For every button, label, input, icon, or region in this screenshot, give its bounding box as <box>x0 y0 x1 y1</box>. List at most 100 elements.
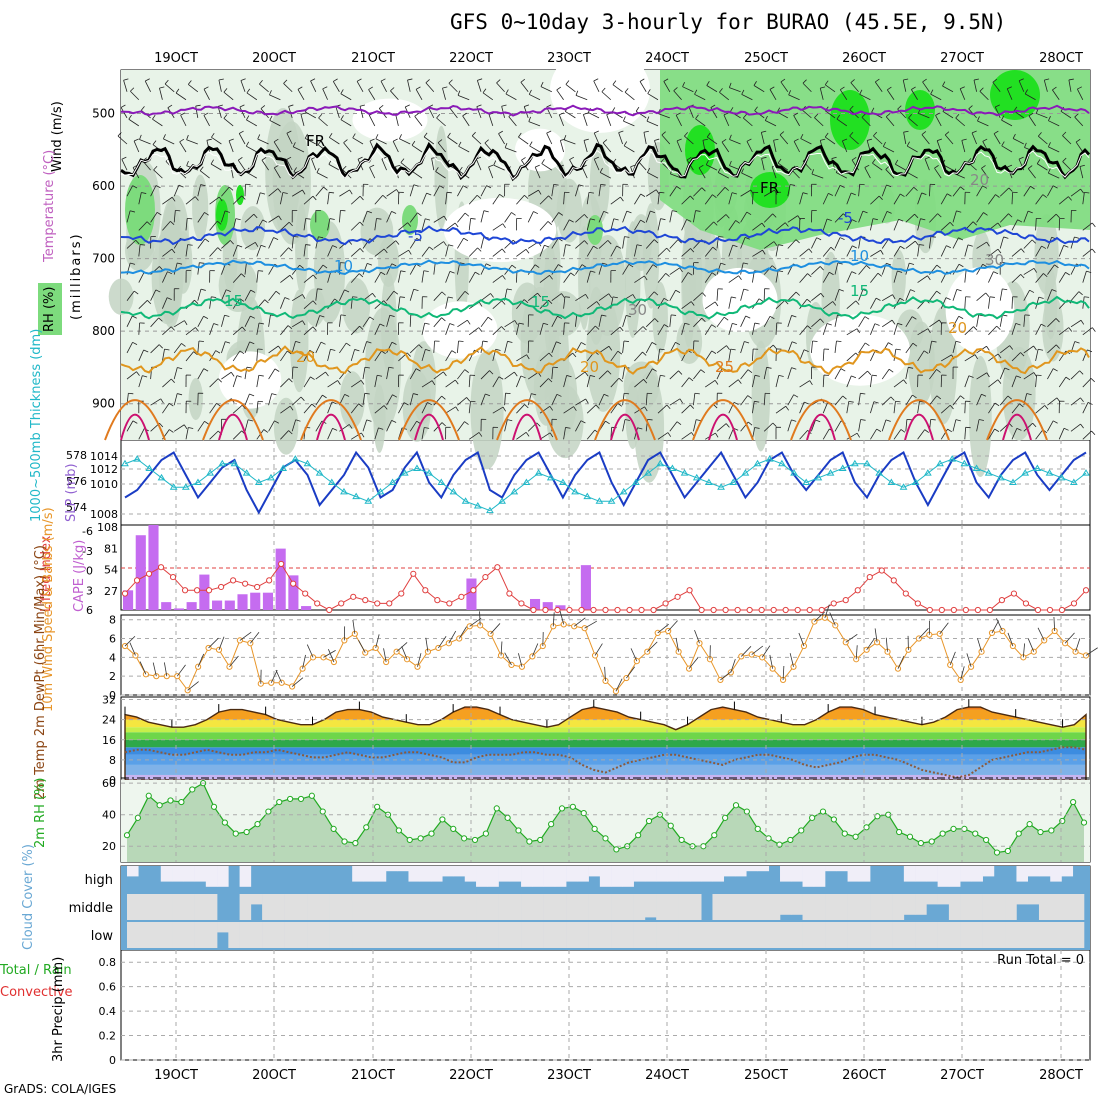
cloud-middle-gap <box>363 894 375 920</box>
lifted-index-marker <box>831 601 836 606</box>
wind10m-barb <box>459 627 466 639</box>
cloud-middle-gap <box>949 894 961 920</box>
wind10m-marker <box>519 664 524 669</box>
wind-barb-flag <box>258 271 263 272</box>
cloud-middle-gap <box>499 894 511 920</box>
cloud-low-gap <box>454 922 466 948</box>
precip-tick-label: 0 <box>109 1054 116 1067</box>
cape-tick-label: 27 <box>104 585 118 598</box>
cloud-high-gap <box>814 866 826 887</box>
cloud-high-gap <box>532 866 544 887</box>
wind10m-tick-label: 8 <box>109 614 116 627</box>
rh-bright-blob <box>830 90 870 150</box>
wind10m-barb <box>574 618 585 626</box>
pressure-tick-label: 700 <box>92 252 115 266</box>
cloud-middle-gap <box>251 894 263 904</box>
cloud-low-gap <box>1050 922 1062 948</box>
cloud-middle-gap <box>521 894 533 920</box>
cloud-low-gap <box>949 922 961 948</box>
cloud-low-gap <box>1061 922 1073 948</box>
rh2m-marker <box>179 799 184 804</box>
cloud-low-gap <box>262 922 274 948</box>
cloud-high-gap <box>803 866 815 887</box>
cloud-high-gap <box>960 866 972 882</box>
top-x-label: 26OCT <box>842 51 886 66</box>
cloud-middle-gap <box>971 894 983 920</box>
page-title: GFS 0~10day 3-hourly for BURAO (45.5E, 9… <box>450 10 1006 34</box>
wind10m-barb <box>292 678 303 687</box>
wind-barb-flag <box>352 297 357 298</box>
cape-bar <box>225 601 235 610</box>
lifted-index-marker <box>951 607 956 612</box>
cloud-low-gap <box>138 922 150 948</box>
thickness-marker <box>852 461 858 466</box>
lifted-index-marker <box>1035 607 1040 612</box>
cloud-middle-gap <box>183 894 195 920</box>
lifted-index-marker <box>663 601 668 606</box>
temp2m-tick-label: 16 <box>102 734 116 747</box>
lifted-index-marker <box>447 601 452 606</box>
cloud-high-gap <box>1028 866 1040 876</box>
rh-shade-blob <box>192 175 208 241</box>
wind10m-marker <box>143 672 148 677</box>
wind10m-barb <box>491 623 500 633</box>
cloud-low-gap <box>386 922 398 948</box>
contour-label: -5 <box>408 227 423 245</box>
rh2m-marker <box>1071 799 1076 804</box>
lifted-index-marker <box>146 571 151 576</box>
cloud-low-gap <box>1028 922 1040 948</box>
wind-barb-flag <box>1091 378 1095 381</box>
lifted-index-marker <box>315 601 320 606</box>
cloud-middle-gap <box>240 894 252 920</box>
cloud-middle-gap <box>690 894 702 920</box>
axis-label-slp: SLP (mb) <box>64 463 79 522</box>
contour-label: FR <box>306 132 325 150</box>
cloud-middle-gap <box>836 894 848 920</box>
rh-shade-blob <box>189 378 203 420</box>
bottom-x-label: 22OCT <box>449 1068 493 1083</box>
lifted-index-marker <box>267 578 272 583</box>
rh2m-marker <box>538 837 543 842</box>
rh2m-marker <box>222 820 227 825</box>
cloud-level-label-high: high <box>85 873 113 888</box>
cloud-middle-gap <box>791 894 803 915</box>
cloud-middle-gap <box>881 894 893 920</box>
cloud-low-gap <box>611 922 623 948</box>
rh2m-marker <box>309 793 314 798</box>
wind10m-barb <box>209 638 219 648</box>
contour-label: 15 <box>531 293 550 311</box>
lifted-index-marker <box>243 581 248 586</box>
cloud-low-gap <box>330 922 342 948</box>
cloud-middle-gap <box>431 894 443 920</box>
rh2m-marker <box>277 799 282 804</box>
thickness-marker <box>134 456 140 461</box>
cloud-middle-gap <box>1005 894 1017 920</box>
cloud-middle-gap <box>622 894 634 920</box>
rh2m-marker <box>962 826 967 831</box>
cape-bar <box>288 575 298 610</box>
cloud-middle-gap <box>375 894 387 920</box>
cloud-middle-gap <box>555 894 567 920</box>
cloud-high-gap <box>724 866 736 876</box>
cloud-low-gap <box>791 922 803 948</box>
cloud-high-gap <box>825 866 837 871</box>
lifted-index-marker <box>411 571 416 576</box>
wind10m-marker <box>1010 643 1015 648</box>
cloud-low-gap <box>521 922 533 948</box>
thickness-marker <box>864 461 870 466</box>
rh2m-marker <box>1060 818 1065 823</box>
rh2m-marker <box>766 836 771 841</box>
rh2m-marker <box>527 839 532 844</box>
cloud-low-gap <box>465 922 477 948</box>
wind10m-marker <box>321 655 326 660</box>
cloud-high-gap <box>701 866 713 882</box>
wind10m-marker <box>310 655 315 660</box>
legend-rh: RH (%) <box>42 287 57 332</box>
rh-shade-blob <box>373 384 385 452</box>
rh2m-tick-label: 20 <box>102 840 116 853</box>
cloud-middle-gap <box>172 894 184 920</box>
wind10m-marker <box>613 689 618 694</box>
lifted-index-marker <box>675 594 680 599</box>
